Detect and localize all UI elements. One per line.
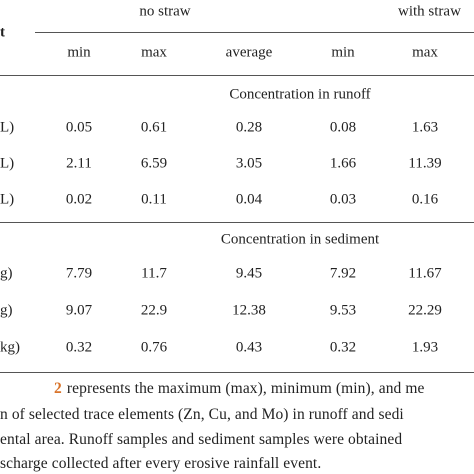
section-title: Concentration in sediment — [220, 231, 380, 248]
cell: 0.05 — [65, 119, 93, 136]
cell: 2.11 — [66, 155, 92, 172]
text: n of selected trace elements (Zn, Cu, an… — [0, 406, 404, 423]
cell: 11.7 — [141, 265, 167, 282]
cell: 0.11 — [141, 191, 167, 208]
group-header: with straw — [398, 3, 461, 20]
row-label: L) — [0, 119, 15, 136]
cell: 0.43 — [235, 339, 263, 356]
cell: 0.28 — [235, 119, 263, 136]
cell: 0.03 — [329, 191, 357, 208]
column-header: min — [67, 44, 91, 61]
text: scharge collected after every erosive ra… — [0, 455, 322, 472]
column-header: min — [331, 44, 355, 61]
cell: 0.02 — [65, 191, 93, 208]
text: represents the maximum (max), minimum (m… — [66, 380, 425, 397]
column-header: max — [141, 44, 167, 61]
cell: 0.32 — [65, 339, 93, 356]
cell: 12.38 — [232, 302, 266, 319]
cell: 9.53 — [329, 302, 357, 319]
cell: 0.76 — [140, 339, 168, 356]
row-label: g) — [0, 302, 13, 319]
cell: 0.16 — [411, 191, 439, 208]
cell: 9.45 — [235, 265, 263, 282]
table-ref: 2 — [54, 380, 62, 397]
cell: 7.79 — [65, 265, 93, 282]
cell: 9.07 — [65, 302, 93, 319]
cell: 3.05 — [235, 155, 263, 172]
paragraph-line: scharge collected after every erosive ra… — [0, 455, 321, 473]
cell: 6.59 — [140, 155, 168, 172]
element-header: t — [0, 24, 5, 41]
column-header: average — [225, 44, 273, 61]
section-title: Concentration in runoff — [229, 86, 371, 103]
cell: 7.92 — [329, 265, 357, 282]
cell: 22.9 — [140, 302, 168, 319]
paragraph-line: 2 represents the maximum (max), minimum (… — [54, 380, 425, 398]
group-header: no straw — [139, 3, 191, 20]
cell: 1.93 — [411, 339, 439, 356]
text: ental area. Runoff samples and sediment … — [0, 431, 403, 448]
rule — [0, 222, 474, 223]
cell: 0.04 — [235, 191, 263, 208]
cell: 1.66 — [329, 155, 357, 172]
cell: 0.08 — [329, 119, 357, 136]
cell: 11.39 — [408, 155, 442, 172]
paragraph-line: n of selected trace elements (Zn, Cu, an… — [0, 406, 404, 424]
column-header: max — [412, 44, 438, 61]
cell: 0.61 — [140, 119, 168, 136]
cell: 1.63 — [411, 119, 439, 136]
row-label: kg) — [0, 339, 20, 356]
cell: 22.29 — [408, 302, 442, 319]
rule — [0, 372, 474, 373]
row-label: g) — [0, 265, 13, 282]
cell: 11.67 — [408, 265, 442, 282]
paragraph-line: ental area. Runoff samples and sediment … — [0, 431, 402, 449]
row-label: L) — [0, 191, 15, 208]
row-label: L) — [0, 155, 15, 172]
rule — [0, 75, 474, 76]
rule — [35, 32, 474, 33]
cell: 0.32 — [329, 339, 357, 356]
